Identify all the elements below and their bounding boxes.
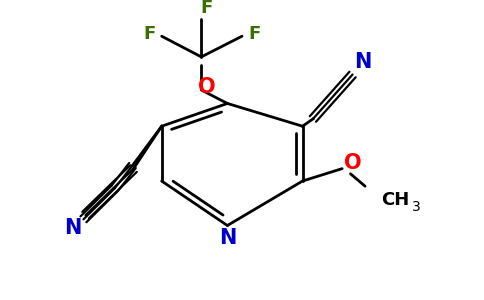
Text: F: F bbox=[200, 0, 212, 17]
Text: N: N bbox=[64, 218, 82, 238]
Text: CH: CH bbox=[381, 191, 409, 209]
Text: F: F bbox=[143, 25, 155, 43]
Text: F: F bbox=[248, 25, 261, 43]
Text: N: N bbox=[354, 52, 372, 72]
Text: N: N bbox=[219, 228, 236, 248]
Text: O: O bbox=[198, 77, 215, 97]
Text: O: O bbox=[344, 153, 362, 173]
Text: 3: 3 bbox=[412, 200, 421, 214]
